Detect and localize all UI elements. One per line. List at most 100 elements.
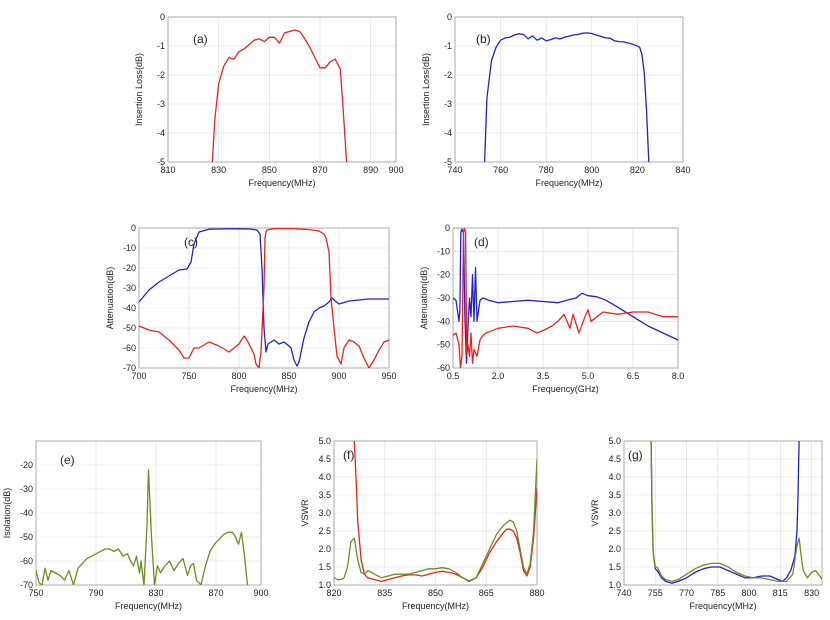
chart-c-frame (138, 227, 390, 369)
chart-a-y-tick-label: -3 (157, 99, 165, 109)
chart-f-y-axis-label: VSWR (300, 499, 310, 527)
chart-f-y-tick-label: 4.0 (318, 472, 331, 482)
chart-g-series-port-1-line (650, 441, 800, 584)
chart-f-y-tick-label: 5.0 (318, 436, 331, 446)
chart-d-y-tick-label: -50 (437, 340, 450, 350)
chart-panel-b: 740 760 780 800 820 840 0 -1 -2 -3 -4 -5 Frequency(M… (421, 12, 691, 188)
chart-d-x-tick-label: 3.5 (537, 371, 550, 381)
chart-a-y-tick-label: 0 (160, 12, 165, 22)
chart-f-series-port-2-line (334, 458, 537, 582)
chart-b-y-tick-label: -3 (444, 99, 452, 109)
chart-a-x-tick-label: 870 (312, 165, 327, 175)
chart-f-panel-label: (f) (343, 448, 354, 462)
chart-a-panel-label: (a) (193, 32, 208, 46)
chart-b-x-tick-label: 820 (630, 165, 645, 175)
chart-e-x-tick-label: 830 (148, 588, 163, 598)
chart-c-y-tick-label: -20 (123, 263, 136, 273)
chart-b-y-tick-label: -5 (444, 157, 452, 167)
chart-g-y-tick-label: 3.5 (608, 490, 621, 500)
chart-g-y-tick-label: 5.0 (608, 436, 621, 446)
chart-g-x-tick-label: 815 (773, 588, 788, 598)
chart-a-x-tick-label: 900 (388, 165, 403, 175)
chart-g-x-tick-label: 785 (710, 588, 725, 598)
chart-g-x-tick-label: 830 (804, 588, 819, 598)
chart-d-y-tick-label: -30 (437, 293, 450, 303)
chart-e-panel-label: (e) (60, 453, 75, 467)
chart-c-y-tick-label: -60 (123, 343, 136, 353)
chart-g-y-tick-label: 2.0 (608, 544, 621, 554)
chart-a-plot-area (168, 17, 396, 162)
chart-e-y-axis-label: Isolation(dB) (2, 488, 12, 539)
chart-f-x-tick-label: 865 (479, 588, 494, 598)
chart-b-y-axis-label: Insertion Loss(dB) (421, 53, 431, 126)
chart-b-panel-label: (b) (476, 32, 491, 46)
chart-g-y-tick-label: 1.5 (608, 562, 621, 572)
chart-b-x-tick-label: 840 (675, 165, 690, 175)
chart-g-panel-label: (g) (628, 448, 643, 462)
chart-f-y-tick-label: 4.5 (318, 454, 331, 464)
chart-a-x-axis-label: Frequency(MHz) (248, 178, 315, 188)
chart-c-y-tick-label: -40 (123, 303, 136, 313)
chart-d-x-tick-label: 6.5 (627, 371, 640, 381)
chart-d-x-tick-label: 0.5 (447, 371, 460, 381)
chart-d-x-tick-label: 2.0 (492, 371, 505, 381)
chart-d-series-filter-2-line (453, 228, 678, 368)
chart-a-y-tick-label: -2 (157, 70, 165, 80)
chart-f-y-tick-label: 3.5 (318, 490, 331, 500)
chart-c-y-tick-label: -30 (123, 283, 136, 293)
chart-c-y-axis-label: Attenuation(dB) (105, 267, 115, 330)
chart-g-y-tick-label: 4.0 (608, 472, 621, 482)
chart-d-series-filter-1-line (453, 228, 678, 364)
chart-g-x-tick-label: 800 (742, 588, 757, 598)
chart-f-x-axis-label: Frequency(MHz) (402, 601, 469, 611)
chart-c-y-tick-label: -10 (123, 243, 136, 253)
chart-b-x-axis-label: Frequency(MHz) (535, 178, 602, 188)
chart-c-x-axis-label: Frequency(MHz) (230, 384, 297, 394)
chart-d-x-tick-label: 5.0 (582, 371, 595, 381)
chart-b-y-tick-label: -4 (444, 128, 452, 138)
chart-e-x-tick-label: 870 (208, 588, 223, 598)
chart-g-y-tick-label: 2.5 (608, 526, 621, 536)
chart-panel-d: 0.5 2.0 3.5 5.0 6.5 8.0 0 -10 -20 -30 -40 -50 -60 Fre… (419, 223, 684, 394)
chart-e-y-tick-label: -70 (20, 580, 33, 590)
chart-g-x-axis-label: Frequency(MHz) (689, 601, 756, 611)
chart-e-y-tick-label: -60 (20, 556, 33, 566)
chart-f-y-tick-label: 2.5 (318, 526, 331, 536)
chart-f-frame (333, 440, 538, 586)
chart-e-x-tick-label: 750 (28, 588, 43, 598)
chart-c-y-tick-label: 0 (131, 223, 136, 233)
chart-b-series-filter-line (483, 32, 650, 162)
chart-a-x-tick-label: 830 (211, 165, 226, 175)
chart-f-x-tick-label: 820 (326, 588, 341, 598)
chart-d-x-tick-label: 8.0 (672, 371, 685, 381)
chart-panel-c: 700 750 800 850 900 950 0 -10 -20 -30 -40 -50 -60 -70… (105, 223, 397, 394)
chart-e-y-tick-label: -20 (20, 460, 33, 470)
chart-b-x-tick-label: 760 (493, 165, 508, 175)
chart-b-y-tick-label: -2 (444, 70, 452, 80)
chart-d-x-axis-label: Frequency(GHz) (532, 384, 599, 394)
chart-panel-f: 820 835 850 865 880 5.0 4.5 4.0 3.5 3.0 2.5 2.0 1.5 1… (300, 436, 545, 611)
chart-g-x-tick-label: 740 (616, 588, 631, 598)
chart-panel-a: 810 830 850 870 890 900 0 -1 -2 -3 -4 -5 Frequency(M… (134, 12, 404, 188)
chart-d-y-tick-label: -40 (437, 316, 450, 326)
chart-f-x-tick-label: 880 (529, 588, 544, 598)
chart-a-x-tick-label: 810 (160, 165, 175, 175)
chart-c-x-tick-label: 850 (281, 371, 296, 381)
chart-d-y-tick-label: -10 (437, 246, 450, 256)
chart-g-y-tick-label: 1.0 (608, 580, 621, 590)
chart-g-x-tick-label: 755 (648, 588, 663, 598)
chart-c-x-tick-label: 750 (181, 371, 196, 381)
chart-e-y-tick-label: -30 (20, 484, 33, 494)
chart-f-x-tick-label: 850 (428, 588, 443, 598)
chart-f-y-tick-label: 3.0 (318, 508, 331, 518)
chart-d-y-axis-label: Attenuation(dB) (419, 267, 429, 330)
chart-g-frame (623, 440, 823, 586)
chart-a-y-tick-label: -1 (157, 41, 165, 51)
chart-a-x-tick-label: 850 (262, 165, 277, 175)
chart-f-y-tick-label: 1.0 (318, 580, 331, 590)
chart-e-x-tick-label: 900 (253, 588, 268, 598)
chart-a-x-tick-label: 890 (363, 165, 378, 175)
chart-c-panel-label: (c) (184, 235, 198, 249)
chart-c-series-filter-2-line (139, 228, 389, 368)
chart-c-y-tick-label: -50 (123, 323, 136, 333)
